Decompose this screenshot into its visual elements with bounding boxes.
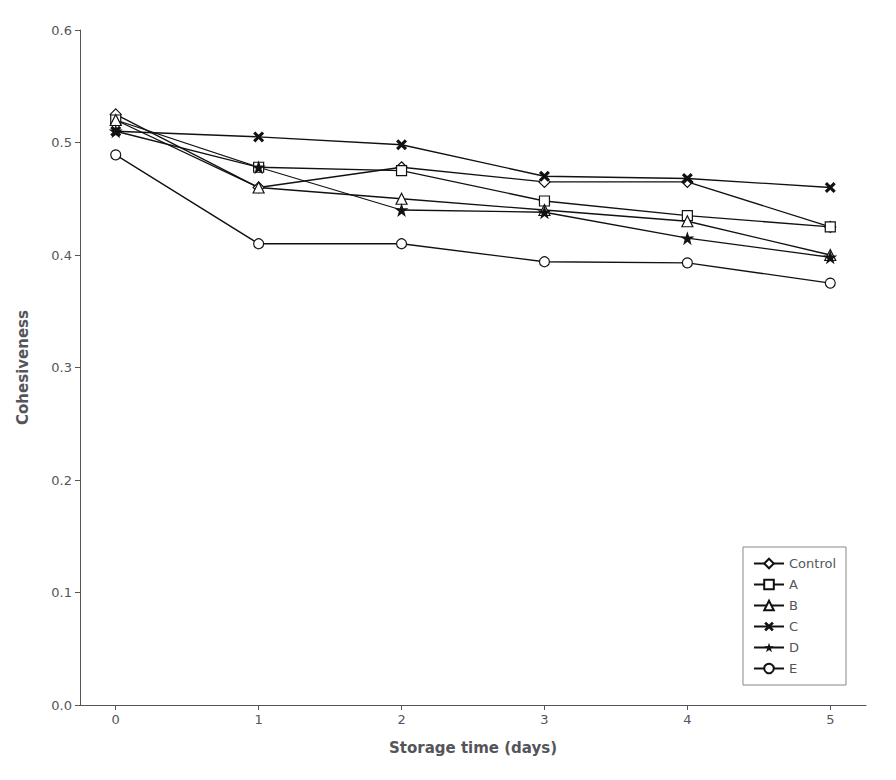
svg-text:Storage time (days): Storage time (days) bbox=[389, 739, 557, 757]
svg-text:D: D bbox=[789, 640, 799, 655]
svg-text:0.1: 0.1 bbox=[51, 585, 72, 600]
svg-text:0.0: 0.0 bbox=[51, 698, 72, 713]
svg-text:0.6: 0.6 bbox=[51, 23, 72, 38]
svg-text:0.4: 0.4 bbox=[51, 248, 72, 263]
svg-text:B: B bbox=[789, 598, 798, 613]
svg-text:C: C bbox=[789, 619, 798, 634]
svg-text:Cohesiveness: Cohesiveness bbox=[14, 310, 32, 425]
svg-text:5: 5 bbox=[826, 712, 834, 727]
svg-text:0.5: 0.5 bbox=[51, 135, 72, 150]
svg-text:0: 0 bbox=[112, 712, 120, 727]
svg-text:E: E bbox=[789, 661, 797, 676]
svg-text:Control: Control bbox=[789, 556, 836, 571]
svg-text:2: 2 bbox=[397, 712, 405, 727]
svg-text:1: 1 bbox=[254, 712, 262, 727]
svg-text:4: 4 bbox=[683, 712, 691, 727]
svg-text:3: 3 bbox=[540, 712, 548, 727]
svg-text:0.2: 0.2 bbox=[51, 473, 72, 488]
svg-text:0.3: 0.3 bbox=[51, 360, 72, 375]
svg-text:A: A bbox=[789, 577, 798, 592]
